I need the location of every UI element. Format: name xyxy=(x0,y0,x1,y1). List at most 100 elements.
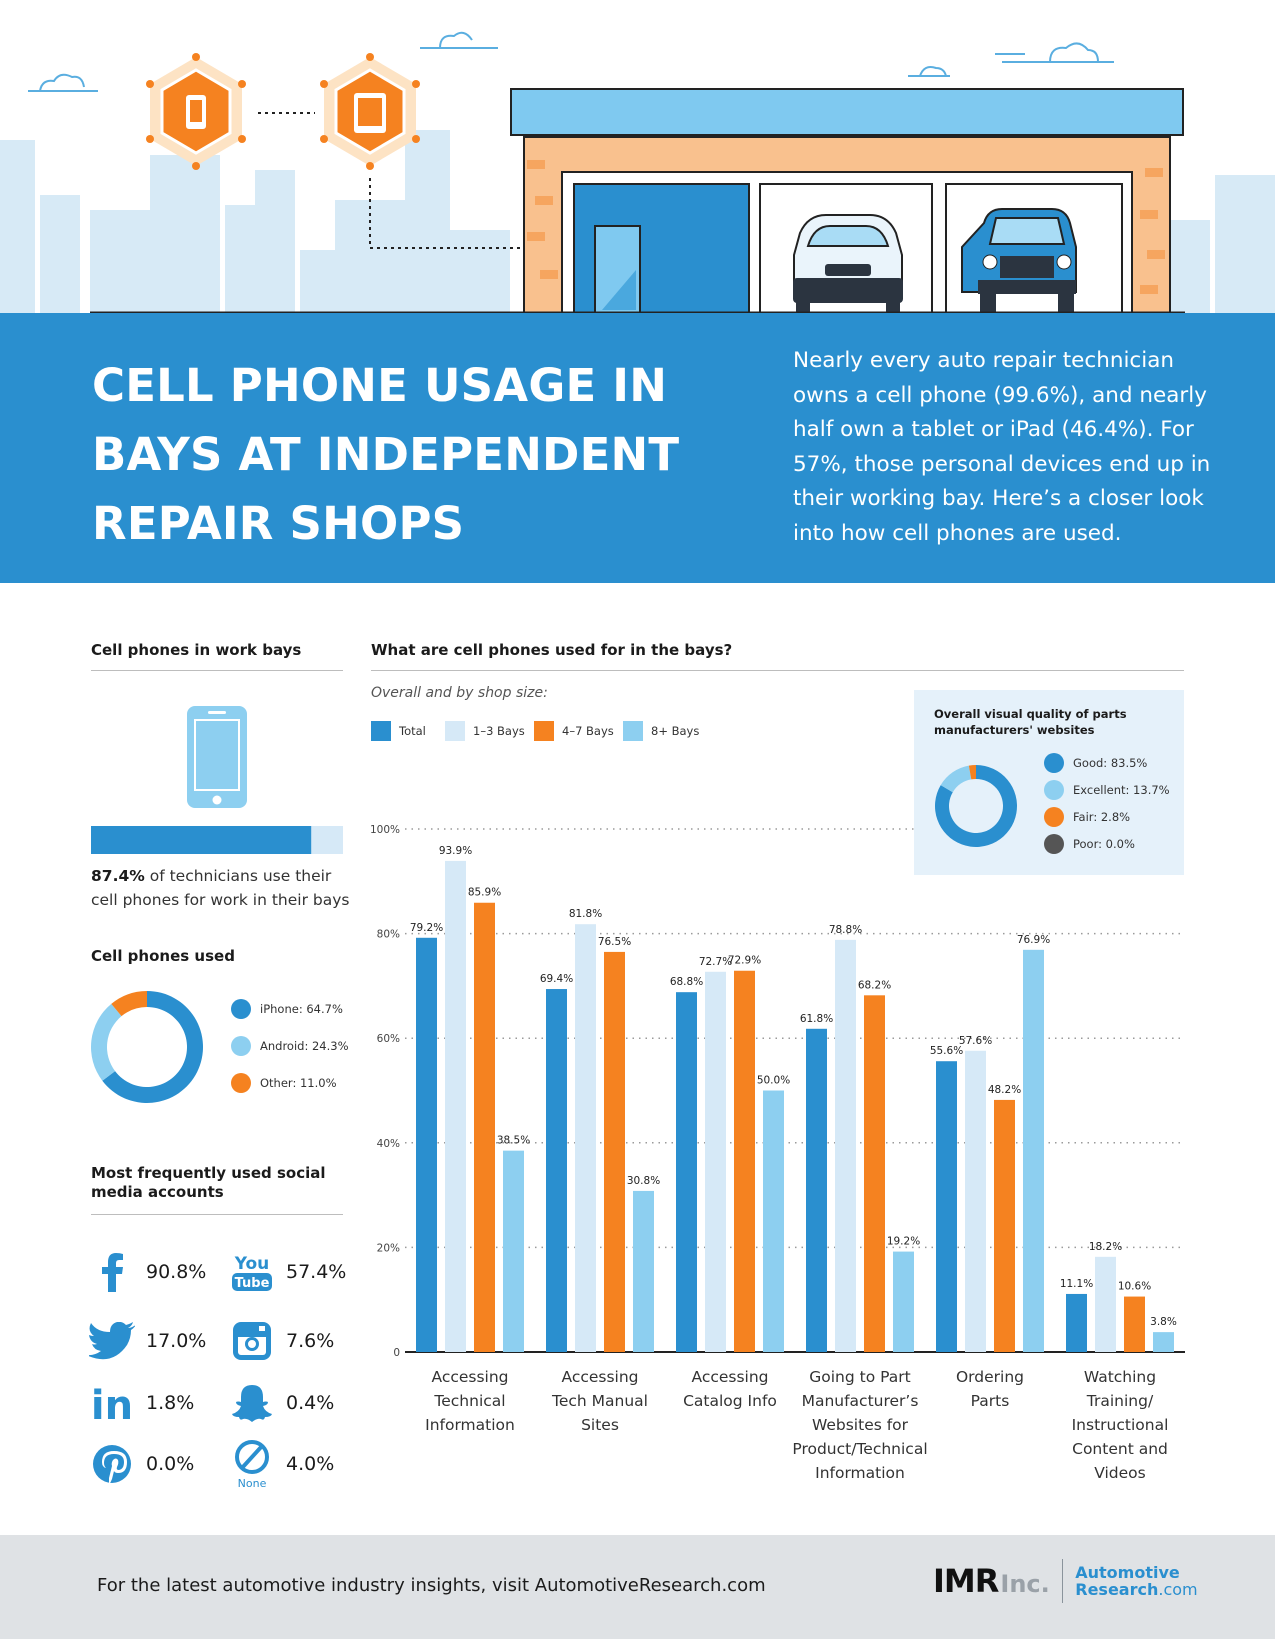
logo-divider xyxy=(1061,1559,1064,1603)
bar xyxy=(1066,1293,1087,1352)
garage-illustration xyxy=(0,31,1275,315)
social-twitter: 17.0% xyxy=(88,1317,206,1365)
phones-donut-slice-0 xyxy=(102,991,203,1103)
clouds xyxy=(28,31,1114,92)
bar-value-label: 3.8% xyxy=(1150,1316,1177,1328)
bar xyxy=(1095,1256,1116,1352)
legend-dot-android xyxy=(231,1036,251,1056)
bar-value-label: 79.2% xyxy=(410,922,443,934)
bar xyxy=(1124,1296,1145,1352)
youtube-value: 57.4% xyxy=(286,1261,347,1283)
legend-dot-good xyxy=(1044,753,1064,773)
bar-value-label: 81.8% xyxy=(569,908,602,920)
page-title: CELL PHONE USAGE IN BAYS AT INDEPENDENT … xyxy=(92,359,680,550)
automotive-research-logo: Automotive Research.com xyxy=(1075,1564,1197,1598)
legend-1-3-bays: 1–3 Bays xyxy=(445,721,525,741)
bar xyxy=(893,1251,914,1352)
bar-value-label: 85.9% xyxy=(468,887,501,899)
bar-value-label: 76.5% xyxy=(598,936,631,948)
legend-label-8-plus-bays: 8+ Bays xyxy=(651,724,700,738)
pinterest-icon xyxy=(88,1440,136,1488)
snapchat-value: 0.4% xyxy=(286,1392,335,1414)
tablet-hex-icon xyxy=(320,53,420,170)
quality-donut-slice-2 xyxy=(968,765,976,780)
bar xyxy=(835,939,856,1352)
work-bays-heading: Cell phones in work bays xyxy=(91,641,343,671)
main-chart-heading: What are cell phones used for in the bay… xyxy=(371,641,1184,671)
work-bays-caption-text: of technicians use their cell phones for… xyxy=(91,867,350,909)
legend-excellent: Excellent: 13.7% xyxy=(1044,780,1170,800)
bar-value-label: 68.2% xyxy=(858,979,891,991)
youtube-icon-text1: You xyxy=(234,1254,270,1274)
legend-label-good: Good: 83.5% xyxy=(1073,756,1148,770)
snapchat-icon xyxy=(228,1379,276,1427)
bar-value-label: 55.6% xyxy=(930,1045,963,1057)
social-instagram: 7.6% xyxy=(228,1317,334,1365)
logo-imr: IMR xyxy=(933,1562,999,1600)
y-tick-label: 0 xyxy=(393,1347,400,1359)
linkedin-icon: in xyxy=(88,1379,136,1427)
phone-hex-icon xyxy=(146,53,246,170)
legend-label-other: Other: 11.0% xyxy=(260,1076,337,1090)
twitter-value: 17.0% xyxy=(146,1330,207,1352)
bar-value-label: 68.8% xyxy=(670,976,703,988)
bar xyxy=(445,860,466,1352)
none-icon: None xyxy=(228,1440,276,1489)
social-youtube: You Tube 57.4% xyxy=(228,1248,346,1296)
legend-other: Other: 11.0% xyxy=(231,1073,337,1093)
legend-dot-other xyxy=(231,1073,251,1093)
linkedin-icon-text: in xyxy=(91,1383,133,1423)
bar xyxy=(416,937,437,1352)
bar xyxy=(864,995,885,1352)
bar-value-label: 72.7% xyxy=(699,956,732,968)
logo-inc: Inc. xyxy=(1000,1570,1050,1598)
quality-donut xyxy=(935,765,1017,847)
legend-label-4-7-bays: 4–7 Bays xyxy=(562,724,614,738)
quality-panel: Overall visual quality of parts manufact… xyxy=(914,690,1184,875)
instagram-value: 7.6% xyxy=(286,1330,335,1352)
bar xyxy=(705,971,726,1352)
legend-iphone: iPhone: 64.7% xyxy=(231,999,343,1019)
bar-value-label: 57.6% xyxy=(959,1035,992,1047)
hero-illustration xyxy=(0,0,1275,315)
linkedin-value: 1.8% xyxy=(146,1392,195,1414)
bar-value-label: 69.4% xyxy=(540,973,573,985)
intro-paragraph: Nearly every auto repair technician owns… xyxy=(793,348,1211,546)
legend-poor: Poor: 0.0% xyxy=(1044,834,1135,854)
legend-dot-fair xyxy=(1044,807,1064,827)
bar xyxy=(546,989,567,1352)
legend-label-total: Total xyxy=(399,724,426,738)
category-label: Ordering Parts xyxy=(956,1368,1024,1410)
category-label: Watching Training/Instructional Content an… xyxy=(1072,1368,1169,1482)
bar-value-label: 61.8% xyxy=(800,1013,833,1025)
bar-value-label: 19.2% xyxy=(887,1236,920,1248)
y-tick-label: 80% xyxy=(377,929,400,941)
bar-value-label: 11.1% xyxy=(1060,1278,1093,1290)
title-band: CELL PHONE USAGE IN BAYS AT INDEPENDENT … xyxy=(0,313,1275,583)
bar xyxy=(604,951,625,1352)
instagram-icon xyxy=(228,1317,276,1365)
bar-value-label: 93.9% xyxy=(439,845,472,857)
bar xyxy=(994,1099,1015,1352)
bar-value-label: 72.9% xyxy=(728,955,761,967)
legend-android: Android: 24.3% xyxy=(231,1036,349,1056)
pinterest-value: 0.0% xyxy=(146,1453,195,1475)
bar xyxy=(965,1050,986,1352)
facebook-icon xyxy=(88,1248,136,1296)
phones-used-heading: Cell phones used xyxy=(91,947,235,965)
social-heading: Most frequently used social media accoun… xyxy=(91,1164,343,1215)
legend-swatch-8-plus-bays xyxy=(623,721,643,741)
none-value: 4.0% xyxy=(286,1453,335,1475)
legend-swatch-1-3-bays xyxy=(445,721,465,741)
bar-value-label: 18.2% xyxy=(1089,1241,1122,1253)
bar xyxy=(763,1090,784,1352)
legend-label-iphone: iPhone: 64.7% xyxy=(260,1002,343,1016)
social-facebook: 90.8% xyxy=(88,1248,206,1296)
bar xyxy=(503,1150,524,1352)
y-tick-label: 40% xyxy=(377,1138,400,1150)
bar-value-label: 10.6% xyxy=(1118,1281,1151,1293)
bar xyxy=(734,970,755,1352)
footer: For the latest automotive industry insig… xyxy=(0,1535,1275,1639)
bar xyxy=(575,924,596,1352)
y-tick-label: 60% xyxy=(377,1033,400,1045)
